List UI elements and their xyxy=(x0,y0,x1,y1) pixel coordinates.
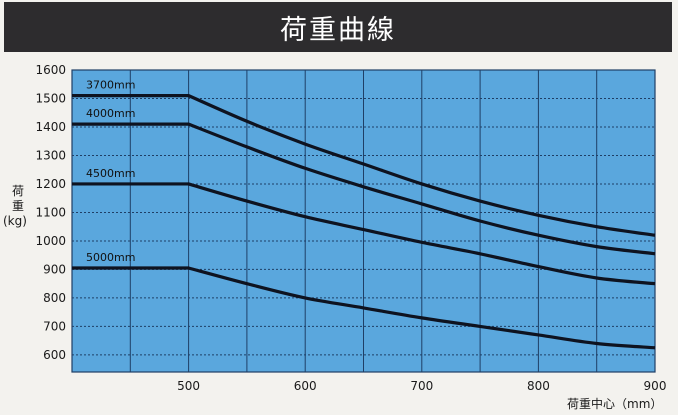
series-line-4500mm xyxy=(72,182,656,286)
title-bar: 荷重曲線 xyxy=(4,2,672,52)
y-axis-unit: (kg) xyxy=(3,214,27,228)
series-line-3700mm xyxy=(72,94,656,237)
series-line-5000mm xyxy=(72,266,656,350)
x-tick-label: 500 xyxy=(177,379,200,393)
x-tick-label: 800 xyxy=(527,379,550,393)
series-label-3700mm: 3700mm xyxy=(86,79,135,92)
y-tick-label: 1500 xyxy=(35,91,66,105)
x-tick-label: 900 xyxy=(644,379,667,393)
x-tick-label: 700 xyxy=(410,379,433,393)
series-label-4500mm: 4500mm xyxy=(86,167,135,180)
y-axis-label-char-1: 荷 xyxy=(12,184,24,198)
x-tick-label: 600 xyxy=(294,379,317,393)
y-tick-label: 900 xyxy=(43,262,66,276)
series-line-4000mm xyxy=(72,122,656,256)
y-tick-label: 600 xyxy=(43,348,66,362)
y-tick-label: 1400 xyxy=(35,120,66,134)
y-tick-label: 1000 xyxy=(35,234,66,248)
y-tick-label: 700 xyxy=(43,319,66,333)
series-labels: 3700mm 4000mm 4500mm 5000mm xyxy=(86,79,135,264)
series-group xyxy=(72,94,656,350)
y-tick-label: 800 xyxy=(43,291,66,305)
x-axis: 500 600 700 800 900 xyxy=(177,379,666,393)
y-tick-label: 1600 xyxy=(35,63,66,77)
y-tick-label: 1100 xyxy=(35,205,66,219)
y-axis-label-char-2: 重 xyxy=(12,199,24,213)
page-title: 荷重曲線 xyxy=(280,14,396,46)
y-tick-label: 1200 xyxy=(35,177,66,191)
x-axis-label: 荷重中心（mm） xyxy=(567,396,662,411)
y-tick-label: 1300 xyxy=(35,148,66,162)
y-axis: 600 700 800 900 1000 1100 1200 1300 1400 1500 1600 xyxy=(35,63,66,362)
series-label-5000mm: 5000mm xyxy=(86,251,135,264)
series-label-4000mm: 4000mm xyxy=(86,107,135,120)
